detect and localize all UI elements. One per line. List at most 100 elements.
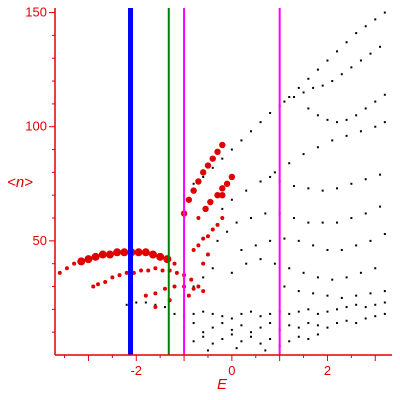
data-point-red-61 [153,305,158,310]
x-axis-label: E [217,376,228,393]
x-tick-label: 0 [228,363,235,378]
data-point-black-90 [259,258,262,261]
data-point-black-55 [269,175,272,178]
data-point-black-21 [383,11,386,14]
data-point-black-156 [355,322,358,325]
data-point-black-144 [240,324,243,327]
data-point-black-91 [273,262,276,265]
data-point-black-98 [374,267,377,270]
ticks: -2 0 2 50 100 150 [25,5,376,378]
data-point-red-43 [162,286,167,291]
data-point-black-75 [254,244,257,247]
data-point-black-82 [355,244,358,247]
y-tick-label: 100 [25,119,47,134]
data-point-black-161 [202,335,205,338]
data-point-red-36 [160,268,165,273]
data-point-black-42 [221,207,224,210]
data-point-black-167 [259,342,262,345]
data-point-black-26 [321,84,324,87]
data-point-black-104 [312,292,315,295]
data-point-black-131 [326,310,329,313]
data-point-red-50 [207,198,214,206]
data-point-red-67 [223,180,231,187]
data-point-black-71 [350,217,353,220]
data-point-black-3 [211,166,214,169]
data-point-black-48 [302,153,305,156]
data-point-black-155 [345,319,348,322]
data-point-red-13 [148,250,157,259]
data-point-black-132 [336,308,339,311]
data-point-black-164 [230,333,233,336]
data-point-red-7 [105,250,114,259]
data-point-black-15 [326,59,329,62]
data-point-red-25 [219,141,226,149]
data-point-black-86 [226,230,229,233]
data-point-black-14 [316,68,319,71]
data-point-black-151 [307,322,310,325]
data-point-red-57 [191,247,196,252]
data-point-red-46 [191,286,196,291]
data-point-black-141 [211,326,214,329]
data-point-black-27 [331,80,334,83]
data-point-black-38 [355,114,358,117]
data-point-black-54 [383,121,386,124]
data-point-black-118 [202,310,205,313]
data-point-black-53 [374,125,377,128]
axes [54,8,392,356]
data-point-red-23 [209,155,216,162]
data-point-black-23 [293,96,296,99]
data-point-black-97 [359,271,362,274]
data-point-black-85 [216,239,219,242]
data-point-black-63 [379,173,382,176]
data-point-red-22 [204,162,212,169]
data-point-red-60 [205,252,210,257]
data-point-black-8 [259,121,262,124]
y-axis-label: <n> [7,174,33,191]
data-point-black-41 [383,93,386,96]
data-point-red-3 [77,257,86,266]
data-point-black-158 [374,315,377,318]
data-point-black-109 [383,290,386,293]
data-point-black-105 [326,294,329,297]
data-point-black-34 [316,114,319,117]
data-point-black-47 [288,162,291,165]
data-point-black-145 [249,331,252,334]
data-point-black-19 [364,25,367,28]
data-point-black-17 [345,41,348,44]
data-point-black-112 [144,301,147,304]
data-point-black-108 [369,292,372,295]
data-point-black-119 [211,312,214,315]
data-point-black-140 [202,331,205,334]
data-point-black-95 [331,278,334,281]
data-point-red-30 [117,273,122,278]
data-point-red-35 [153,266,158,271]
data-point-red-42 [153,291,158,296]
data-point-black-88 [230,271,233,274]
x-tick-label: 2 [324,363,331,378]
data-point-black-51 [345,134,348,137]
data-point-black-67 [293,217,296,220]
data-point-black-129 [307,308,310,311]
data-point-black-12 [297,86,300,89]
data-point-black-39 [364,107,367,110]
data-point-black-128 [297,310,300,313]
data-point-black-52 [359,130,362,133]
data-point-black-101 [192,285,195,288]
data-point-red-29 [110,275,115,280]
data-point-black-69 [321,221,324,224]
data-point-black-135 [364,306,367,309]
data-point-black-143 [230,328,233,331]
data-point-black-139 [192,322,195,325]
data-point-black-159 [383,312,386,315]
data-point-black-127 [288,312,291,315]
data-point-red-31 [124,270,129,275]
y-tick-label: 150 [25,5,47,20]
data-point-red-49 [202,205,209,213]
data-point-black-137 [383,301,386,304]
data-point-red-59 [201,236,206,241]
data-point-black-163 [221,338,224,341]
data-point-black-37 [345,118,348,121]
data-point-black-125 [269,312,272,315]
data-point-black-22 [283,100,286,103]
